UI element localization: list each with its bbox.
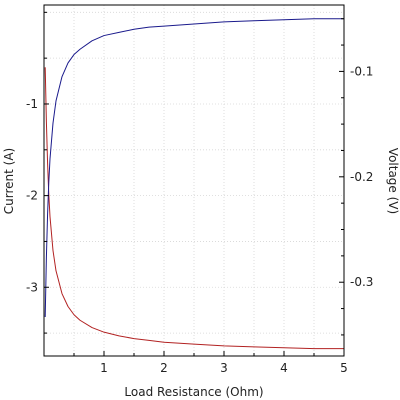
x-tick-label: 1 [100, 361, 108, 375]
x-tick-label: 2 [160, 361, 168, 375]
series-layer [44, 18, 344, 350]
y-axis-left-title: Current (A) [2, 148, 16, 214]
y-right-tick-label: -0.1 [350, 64, 373, 78]
y-left-tick-label: -3 [26, 280, 38, 294]
y-right-tick-label: -0.3 [350, 275, 373, 289]
y-left-tick-label: -1 [26, 97, 38, 111]
y-axis-right-title: Voltage (V) [386, 148, 400, 214]
x-tick-label: 5 [340, 361, 348, 375]
grid [44, 5, 344, 356]
current-series-line [44, 67, 344, 350]
x-tick-label: 4 [280, 361, 288, 375]
voltage-series-line [44, 18, 344, 318]
ticks [44, 11, 345, 356]
y-left-tick-label: -2 [26, 189, 38, 203]
tick-labels: 1 2 3 4 5 -1 -2 -3 -0.1 -0.2 -0.3 [26, 64, 373, 375]
x-axis-title: Load Resistance (Ohm) [124, 385, 263, 399]
x-tick-label: 3 [220, 361, 228, 375]
y-right-tick-label: -0.2 [350, 170, 373, 184]
